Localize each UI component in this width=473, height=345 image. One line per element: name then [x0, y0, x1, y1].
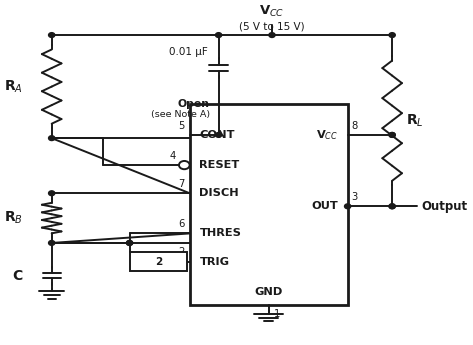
Text: Output: Output — [421, 200, 467, 213]
Text: (see Note A): (see Note A) — [150, 110, 210, 119]
Text: 4: 4 — [169, 151, 175, 161]
Circle shape — [389, 204, 395, 209]
Circle shape — [269, 33, 275, 38]
Text: DISCH: DISCH — [200, 188, 239, 198]
Circle shape — [126, 240, 133, 245]
Text: C: C — [12, 269, 23, 283]
Text: CONT: CONT — [200, 130, 235, 140]
Circle shape — [216, 132, 222, 137]
Text: OUT: OUT — [311, 201, 338, 211]
Circle shape — [49, 136, 55, 140]
Text: R$_L$: R$_L$ — [405, 112, 423, 129]
Text: V$_{CC}$: V$_{CC}$ — [259, 4, 285, 19]
Text: RESET: RESET — [200, 160, 240, 170]
Text: 2: 2 — [155, 257, 162, 267]
Text: Open: Open — [178, 99, 210, 109]
Text: 8: 8 — [351, 121, 358, 131]
Text: V$_{CC}$: V$_{CC}$ — [316, 128, 338, 142]
Text: THRES: THRES — [200, 228, 241, 238]
Text: 2: 2 — [178, 247, 184, 257]
Circle shape — [389, 204, 395, 209]
Text: (5 V to 15 V): (5 V to 15 V) — [239, 21, 305, 31]
Text: R$_B$: R$_B$ — [4, 210, 23, 226]
Circle shape — [216, 33, 222, 38]
Circle shape — [344, 204, 351, 209]
Text: 6: 6 — [178, 219, 184, 229]
Text: 5: 5 — [178, 121, 184, 131]
Text: 7: 7 — [178, 179, 184, 189]
Text: 0.01 μF: 0.01 μF — [169, 47, 208, 57]
Circle shape — [49, 191, 55, 196]
Circle shape — [389, 33, 395, 38]
Text: GND: GND — [254, 287, 283, 297]
Bar — [130, 252, 187, 271]
Circle shape — [126, 240, 133, 245]
Text: 3: 3 — [351, 192, 358, 202]
Text: 1: 1 — [274, 309, 280, 319]
Circle shape — [49, 240, 55, 245]
Circle shape — [389, 132, 395, 137]
Text: TRIG: TRIG — [200, 257, 229, 267]
Bar — [190, 104, 348, 305]
Circle shape — [179, 161, 190, 169]
Circle shape — [49, 33, 55, 38]
Circle shape — [389, 132, 395, 137]
Text: R$_A$: R$_A$ — [4, 78, 23, 95]
